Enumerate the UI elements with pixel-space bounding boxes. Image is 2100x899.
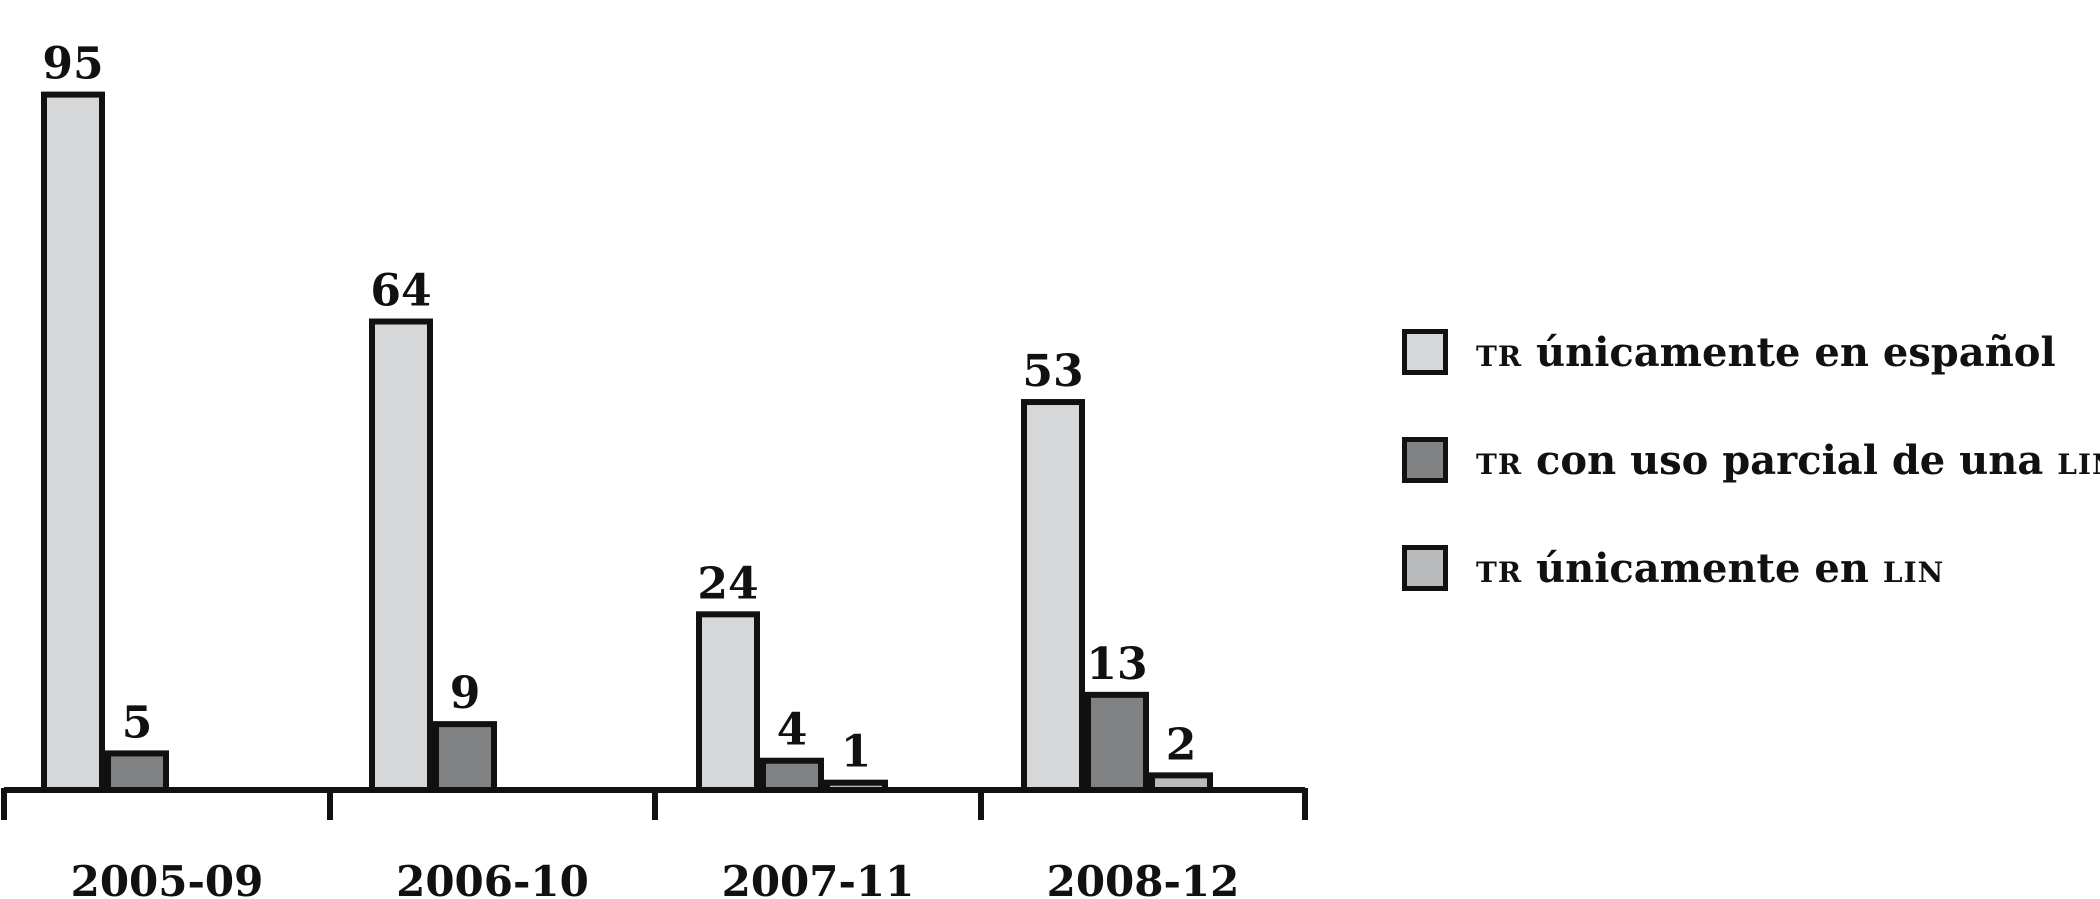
x-axis-labels: 2005-09 2006-10 2007-11 2008-12	[71, 857, 1240, 899]
bar	[1085, 691, 1149, 794]
legend-label-parcial: TR con uso parcial de una LIN	[1476, 436, 2100, 484]
data-label: 95	[42, 39, 103, 90]
legend-label-espanol: TR únicamente en español	[1476, 328, 2056, 376]
data-label: 1	[841, 727, 872, 778]
x-tick-label: 2006-10	[396, 857, 589, 899]
legend-swatch-espanol	[1402, 329, 1448, 375]
x-tick-label: 2005-09	[71, 857, 264, 899]
bar	[1021, 399, 1085, 793]
data-label: 5	[122, 697, 153, 748]
bar	[760, 757, 824, 793]
x-tick-label: 2007-11	[722, 857, 915, 899]
data-label: 13	[1086, 639, 1147, 690]
bars-group	[41, 91, 1213, 794]
x-tick-label: 2008-12	[1047, 857, 1240, 899]
data-label: 53	[1022, 346, 1083, 397]
x-axis-ticks	[1, 788, 1308, 820]
legend: TR únicamente en español TR con uso parc…	[1402, 328, 2100, 654]
data-label: 4	[777, 705, 808, 756]
data-label: 9	[450, 668, 481, 719]
data-labels: 95 5 64 9 24 4 1 53 13 2	[42, 39, 1196, 778]
data-label: 2	[1166, 719, 1197, 770]
bar	[41, 91, 105, 794]
legend-label-lin: TR únicamente en LIN	[1476, 544, 1945, 592]
legend-swatch-parcial	[1402, 437, 1448, 483]
bar	[105, 750, 169, 794]
legend-swatch-lin	[1402, 545, 1448, 591]
bar	[369, 318, 433, 793]
bar	[433, 721, 497, 793]
legend-item-lin: TR únicamente en LIN	[1402, 544, 2100, 592]
legend-item-parcial: TR con uso parcial de una LIN	[1402, 436, 2100, 484]
data-label: 64	[370, 266, 431, 317]
bar	[696, 611, 760, 793]
legend-item-espanol: TR únicamente en español	[1402, 328, 2100, 376]
data-label: 24	[697, 558, 758, 609]
